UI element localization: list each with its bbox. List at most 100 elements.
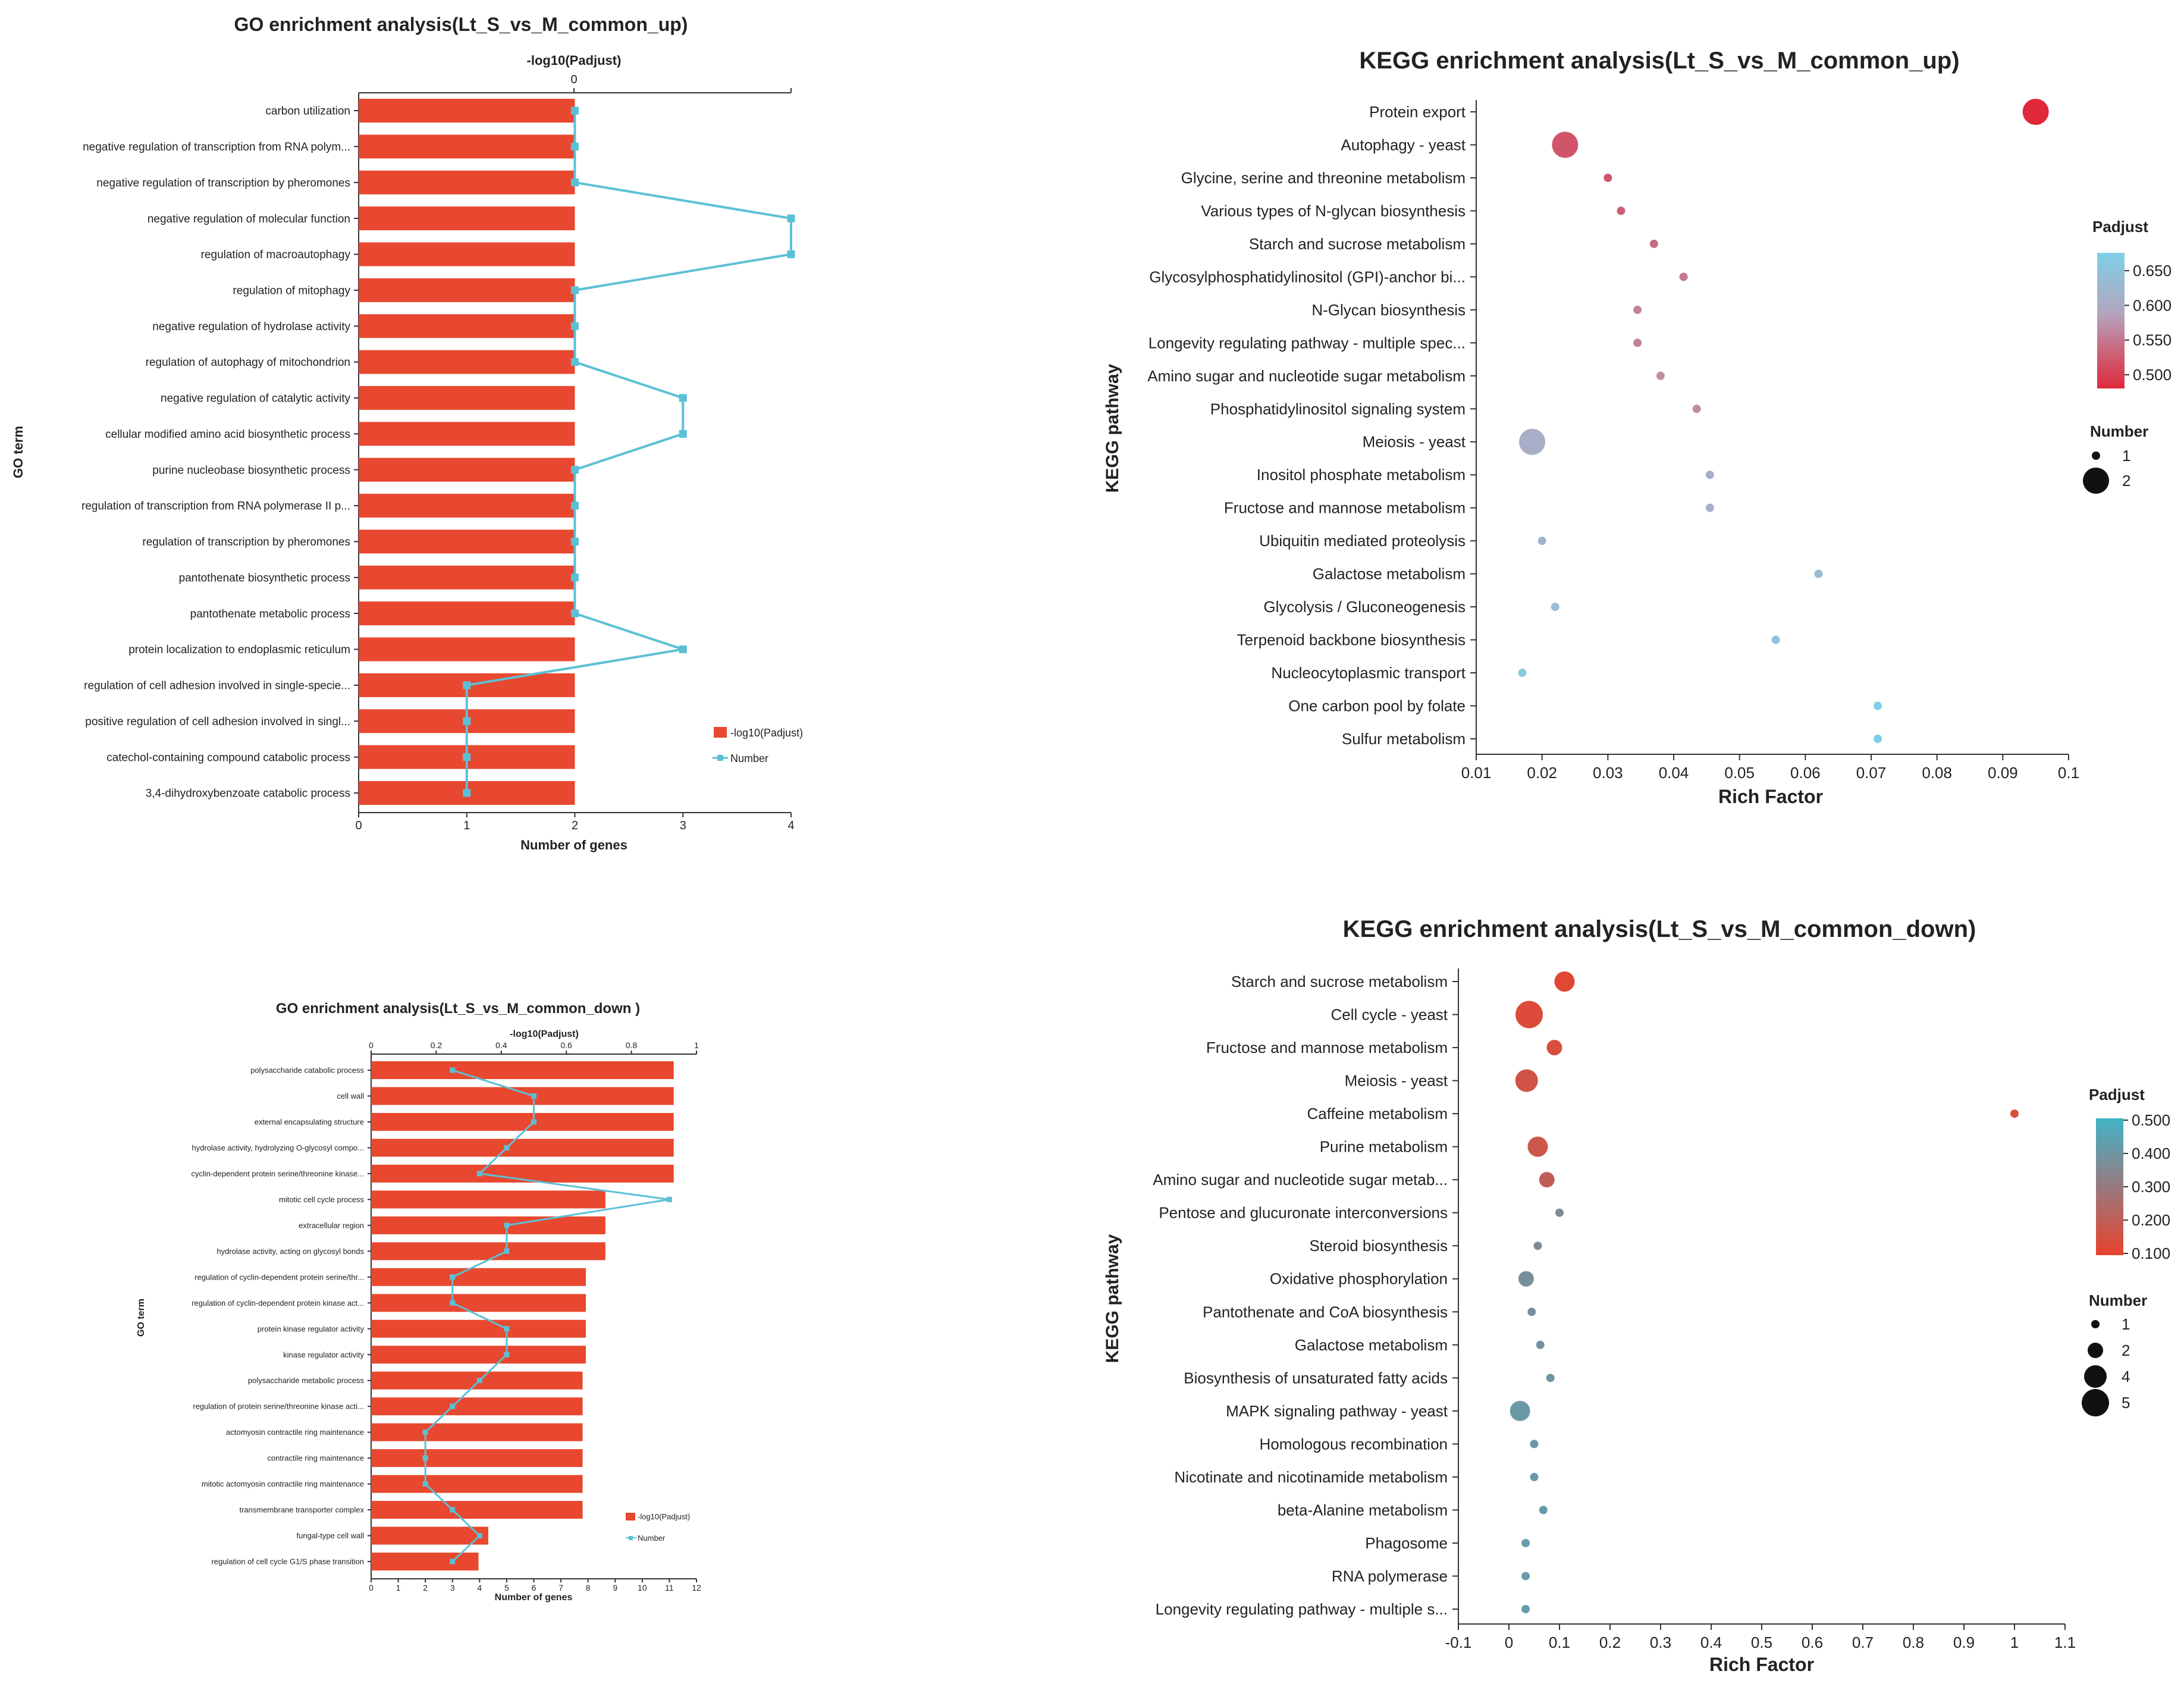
top-tick-label: 0.8 [626,1040,638,1050]
term-label: cyclin-dependent protein serine/threonin… [191,1169,364,1178]
x-tick-label: 0.02 [1527,764,1557,782]
x-tick-label: 6 [532,1583,536,1592]
number-point [422,1481,428,1487]
x-tick-label: 2 [572,819,578,832]
number-point [422,1455,428,1461]
go-up-top-axis-label: -log10(Padjust) [527,53,622,68]
go-up-legend-bar-swatch [714,727,727,738]
bar [371,1449,583,1468]
go-up-title: GO enrichment analysis(Lt_S_vs_M_common_… [234,14,688,35]
go-down-term-labels: polysaccharide catabolic process cell wal… [191,1066,371,1566]
x-tick-label: 3 [450,1583,455,1592]
term-label: mitotic actomyosin contractile ring main… [202,1479,364,1488]
number-point [787,214,795,222]
kegg-up-dots [1518,99,2049,743]
size-legend-dot [2092,452,2100,460]
go-down-legend-bar-label: -log10(Padjust) [638,1512,690,1521]
colorbar-tick-label: 0.550 [2133,331,2172,349]
x-tick-label: 0.1 [1549,1634,1570,1651]
bar [359,422,575,446]
bar [371,1216,605,1234]
go-up-x-ticks: 0 1 2 3 4 [355,813,795,832]
go-down-legend-line-label: Number [638,1534,666,1542]
pathway-label: Nucleocytoplasmic transport [1271,664,1466,682]
bubble [1546,1040,1562,1056]
kegg-up-padjust-colorbar [2097,253,2125,388]
size-legend-label: 1 [2122,447,2130,465]
term-label: regulation of macroautophagy [201,249,351,261]
bubble [1705,503,1714,512]
x-tick-label: 0.07 [1856,764,1887,782]
go-up-legend-line-marker [717,755,723,761]
term-label: transmembrane transporter complex [239,1506,364,1515]
term-label: negative regulation of hydrolase activit… [152,321,350,333]
number-point [504,1222,510,1228]
go-down-top-axis-label: -log10(Padjust) [510,1029,579,1039]
x-tick-label: 1.1 [2054,1634,2076,1651]
size-legend-dot [2083,468,2109,494]
go-down-legend-bar-swatch [626,1513,635,1520]
bar [359,494,575,518]
x-tick-label: 0.09 [1988,764,2018,782]
pathway-label: Amino sugar and nucleotide sugar metab..… [1153,1171,1448,1189]
number-point [450,1300,456,1306]
go-up-bars [359,99,575,805]
bubble [1533,1241,1542,1250]
term-label: negative regulation of molecular functio… [148,213,350,225]
bubble [2010,1109,2019,1118]
bubble [1527,1308,1536,1316]
size-legend-label: 5 [2122,1394,2130,1412]
bubble [1649,239,1658,248]
bubble [1617,206,1626,215]
x-tick-label: 1 [2010,1634,2019,1651]
top-tick-label: 1 [694,1040,699,1050]
number-point [450,1067,456,1073]
bubble [1536,1340,1545,1349]
go-up-legend: -log10(Padjust) Number [713,727,803,764]
x-tick-label: 0.05 [1724,764,1755,782]
number-point [679,429,687,438]
pathway-label: Protein export [1369,103,1466,121]
go-down-title: GO enrichment analysis(Lt_S_vs_M_common_… [276,1001,640,1017]
bar [371,1501,583,1519]
bubble [1521,1572,1530,1581]
pathway-label: Homologous recombination [1259,1435,1448,1453]
pathway-label: Biosynthesis of unsaturated fatty acids [1184,1369,1448,1387]
bubble [1530,1440,1539,1449]
x-tick-label: 0 [369,1583,374,1592]
size-legend-dot [2091,1320,2100,1328]
go-up-legend-bar-label: -log10(Padjust) [730,727,803,739]
pathway-label: Steroid biosynthesis [1309,1237,1448,1255]
pathway-label: Caffeine metabolism [1307,1105,1448,1123]
size-legend-dot [2084,1365,2107,1388]
x-tick-label: 0.2 [1599,1634,1621,1651]
colorbar-tick-label: 0.200 [2132,1211,2170,1229]
x-tick-label: 4 [787,819,794,832]
term-label: regulation of cell adhesion involved in … [84,680,350,692]
pathway-label: Starch and sucrose metabolism [1249,235,1466,253]
kegg-up-x-axis-label: Rich Factor [1718,786,1823,807]
x-tick-label: 9 [613,1583,617,1592]
kegg-up-title: KEGG enrichment analysis(Lt_S_vs_M_commo… [1359,48,1959,74]
number-point [679,394,687,402]
bar [371,1475,583,1493]
number-point [571,537,579,545]
pathway-label: beta-Alanine metabolism [1278,1501,1448,1519]
number-point [679,645,687,654]
bubble [1692,405,1701,413]
term-label: pantothenate biosynthetic process [179,572,350,584]
bubble [1633,338,1642,347]
colorbar-tick-label: 0.600 [2133,296,2172,314]
bar [359,134,575,159]
term-label: hydrolase activity, acting on glycosyl b… [216,1247,364,1256]
pathway-label: Amino sugar and nucleotide sugar metabol… [1147,367,1466,385]
bar [371,1371,583,1390]
x-tick-label: 0.7 [1852,1634,1874,1651]
term-label: catechol-containing compound catabolic p… [106,751,350,764]
bar [371,1112,674,1131]
number-point [531,1093,536,1099]
go-up-x-axis-label: Number of genes [520,838,627,852]
size-legend-dot [2082,1389,2109,1416]
bar [371,1190,605,1209]
